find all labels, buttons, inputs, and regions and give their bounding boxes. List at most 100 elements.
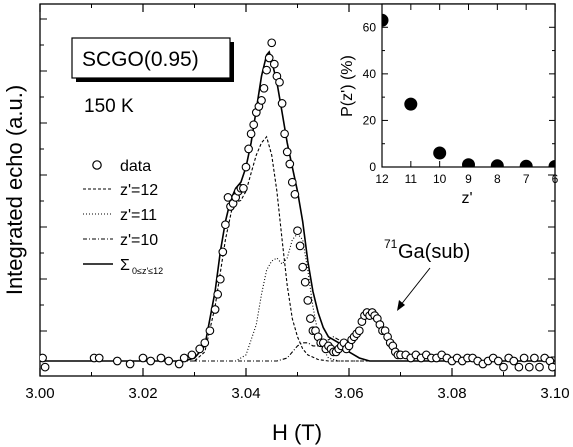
data-point bbox=[287, 177, 297, 187]
data-point bbox=[156, 353, 166, 363]
inset-y-tick-label: 0 bbox=[369, 160, 376, 174]
y-axis-label: Integrated echo (a.u.) bbox=[2, 85, 27, 295]
data-point bbox=[499, 362, 508, 372]
x-axis-label: H (T) bbox=[272, 420, 322, 445]
data-point bbox=[205, 326, 215, 336]
data-point bbox=[146, 356, 156, 366]
x-tick-label: 3.00 bbox=[25, 385, 54, 402]
data-point bbox=[275, 77, 284, 87]
data-point bbox=[524, 362, 534, 372]
data-point bbox=[210, 305, 220, 314]
ga-label-superscript: 71 bbox=[384, 237, 398, 251]
data-point bbox=[259, 83, 269, 93]
data-point bbox=[40, 353, 47, 363]
data-point bbox=[239, 183, 248, 193]
x-tick-label: 3.02 bbox=[128, 385, 157, 402]
inset-x-axis-label: z' bbox=[461, 190, 472, 207]
inset-y-tick-label: 40 bbox=[363, 67, 377, 81]
data-point bbox=[40, 362, 50, 372]
inset-data-point bbox=[462, 158, 475, 167]
legend-label-z10: z'=10 bbox=[120, 232, 158, 249]
data-point bbox=[244, 144, 253, 154]
inset-x-tick-label: 10 bbox=[433, 172, 447, 186]
series-line-z12 bbox=[40, 135, 555, 362]
data-point bbox=[164, 356, 174, 366]
data-point bbox=[200, 338, 210, 348]
x-tick-label: 3.08 bbox=[437, 385, 466, 402]
temperature-label: 150 K bbox=[84, 96, 134, 117]
data-point bbox=[282, 147, 292, 157]
inset-data-point bbox=[382, 13, 389, 27]
main-x-tick-labels: 3.00 3.02 3.04 3.06 3.08 3.10 bbox=[25, 385, 569, 402]
x-tick-label: 3.04 bbox=[231, 385, 260, 402]
data-point bbox=[241, 162, 251, 172]
ga-arrow-line bbox=[399, 267, 431, 307]
legend-label-sum: Σ bbox=[120, 257, 130, 274]
data-point bbox=[509, 356, 519, 366]
data-point bbox=[295, 241, 305, 251]
inset-y-axis-label: P(z') (%) bbox=[339, 55, 356, 117]
inset-x-tick-label: 11 bbox=[405, 172, 418, 186]
x-tick-label: 3.10 bbox=[540, 385, 569, 402]
main-series-layer bbox=[40, 38, 555, 372]
data-point bbox=[269, 59, 279, 69]
data-point bbox=[257, 96, 266, 105]
data-point bbox=[530, 353, 539, 363]
data-point bbox=[94, 353, 104, 363]
inset-data-point bbox=[519, 159, 533, 167]
data-point bbox=[112, 356, 122, 366]
inset-y-tick-label: 60 bbox=[363, 20, 377, 34]
inset-x-tick-label: 12 bbox=[375, 172, 389, 186]
inset-data-point bbox=[433, 146, 447, 160]
sample-label-box-shadow-bottom bbox=[76, 78, 234, 82]
data-point bbox=[267, 38, 277, 48]
data-point bbox=[215, 274, 225, 284]
data-point bbox=[277, 99, 287, 108]
data-point bbox=[290, 189, 300, 199]
ga-label: Ga(sub) bbox=[398, 241, 470, 263]
legend-label-z12: z'=12 bbox=[120, 182, 158, 199]
inset-x-tick-label: 6 bbox=[552, 172, 559, 186]
data-point bbox=[298, 262, 308, 272]
data-point bbox=[246, 129, 256, 139]
data-point bbox=[535, 362, 544, 372]
legend-label-data: data bbox=[120, 158, 151, 175]
data-point bbox=[179, 353, 189, 363]
sample-label-box-shadow bbox=[230, 42, 234, 82]
inset-x-tick-label: 8 bbox=[494, 172, 501, 186]
data-point bbox=[264, 53, 274, 63]
inset-y-tick-label: 20 bbox=[363, 113, 377, 127]
inset-x-tick-label: 9 bbox=[465, 172, 472, 186]
data-point bbox=[221, 220, 230, 230]
data-point bbox=[280, 129, 289, 139]
legend-label-z11: z'=11 bbox=[120, 207, 157, 224]
data-point bbox=[213, 289, 223, 299]
inset-x-tick-label: 7 bbox=[523, 172, 530, 186]
legend-marker-data bbox=[92, 160, 102, 170]
sample-label: SCGO(0.95) bbox=[82, 48, 199, 71]
data-point bbox=[514, 362, 524, 372]
data-point bbox=[293, 226, 302, 236]
inset-data-point bbox=[404, 97, 418, 111]
data-point bbox=[187, 350, 197, 360]
legend: data z'=12 z'=11 z'=10 Σ 0≤z'≤12 bbox=[83, 158, 163, 276]
legend-label-sum-subscript: 0≤z'≤12 bbox=[132, 266, 163, 276]
x-tick-label: 3.06 bbox=[334, 385, 363, 402]
data-point bbox=[249, 120, 259, 130]
data-point bbox=[300, 277, 310, 287]
data-point bbox=[218, 247, 228, 257]
inset-data-point bbox=[548, 160, 555, 167]
inset-data-point bbox=[490, 159, 504, 167]
data-point bbox=[354, 326, 364, 336]
data-point bbox=[303, 296, 313, 305]
data-point bbox=[262, 65, 271, 75]
data-point bbox=[548, 362, 555, 372]
data-point bbox=[493, 356, 503, 366]
data-point bbox=[195, 344, 205, 354]
data-point bbox=[138, 353, 148, 363]
data-point bbox=[125, 359, 135, 369]
data-point bbox=[519, 353, 529, 363]
ga-arrow-head bbox=[397, 300, 405, 311]
